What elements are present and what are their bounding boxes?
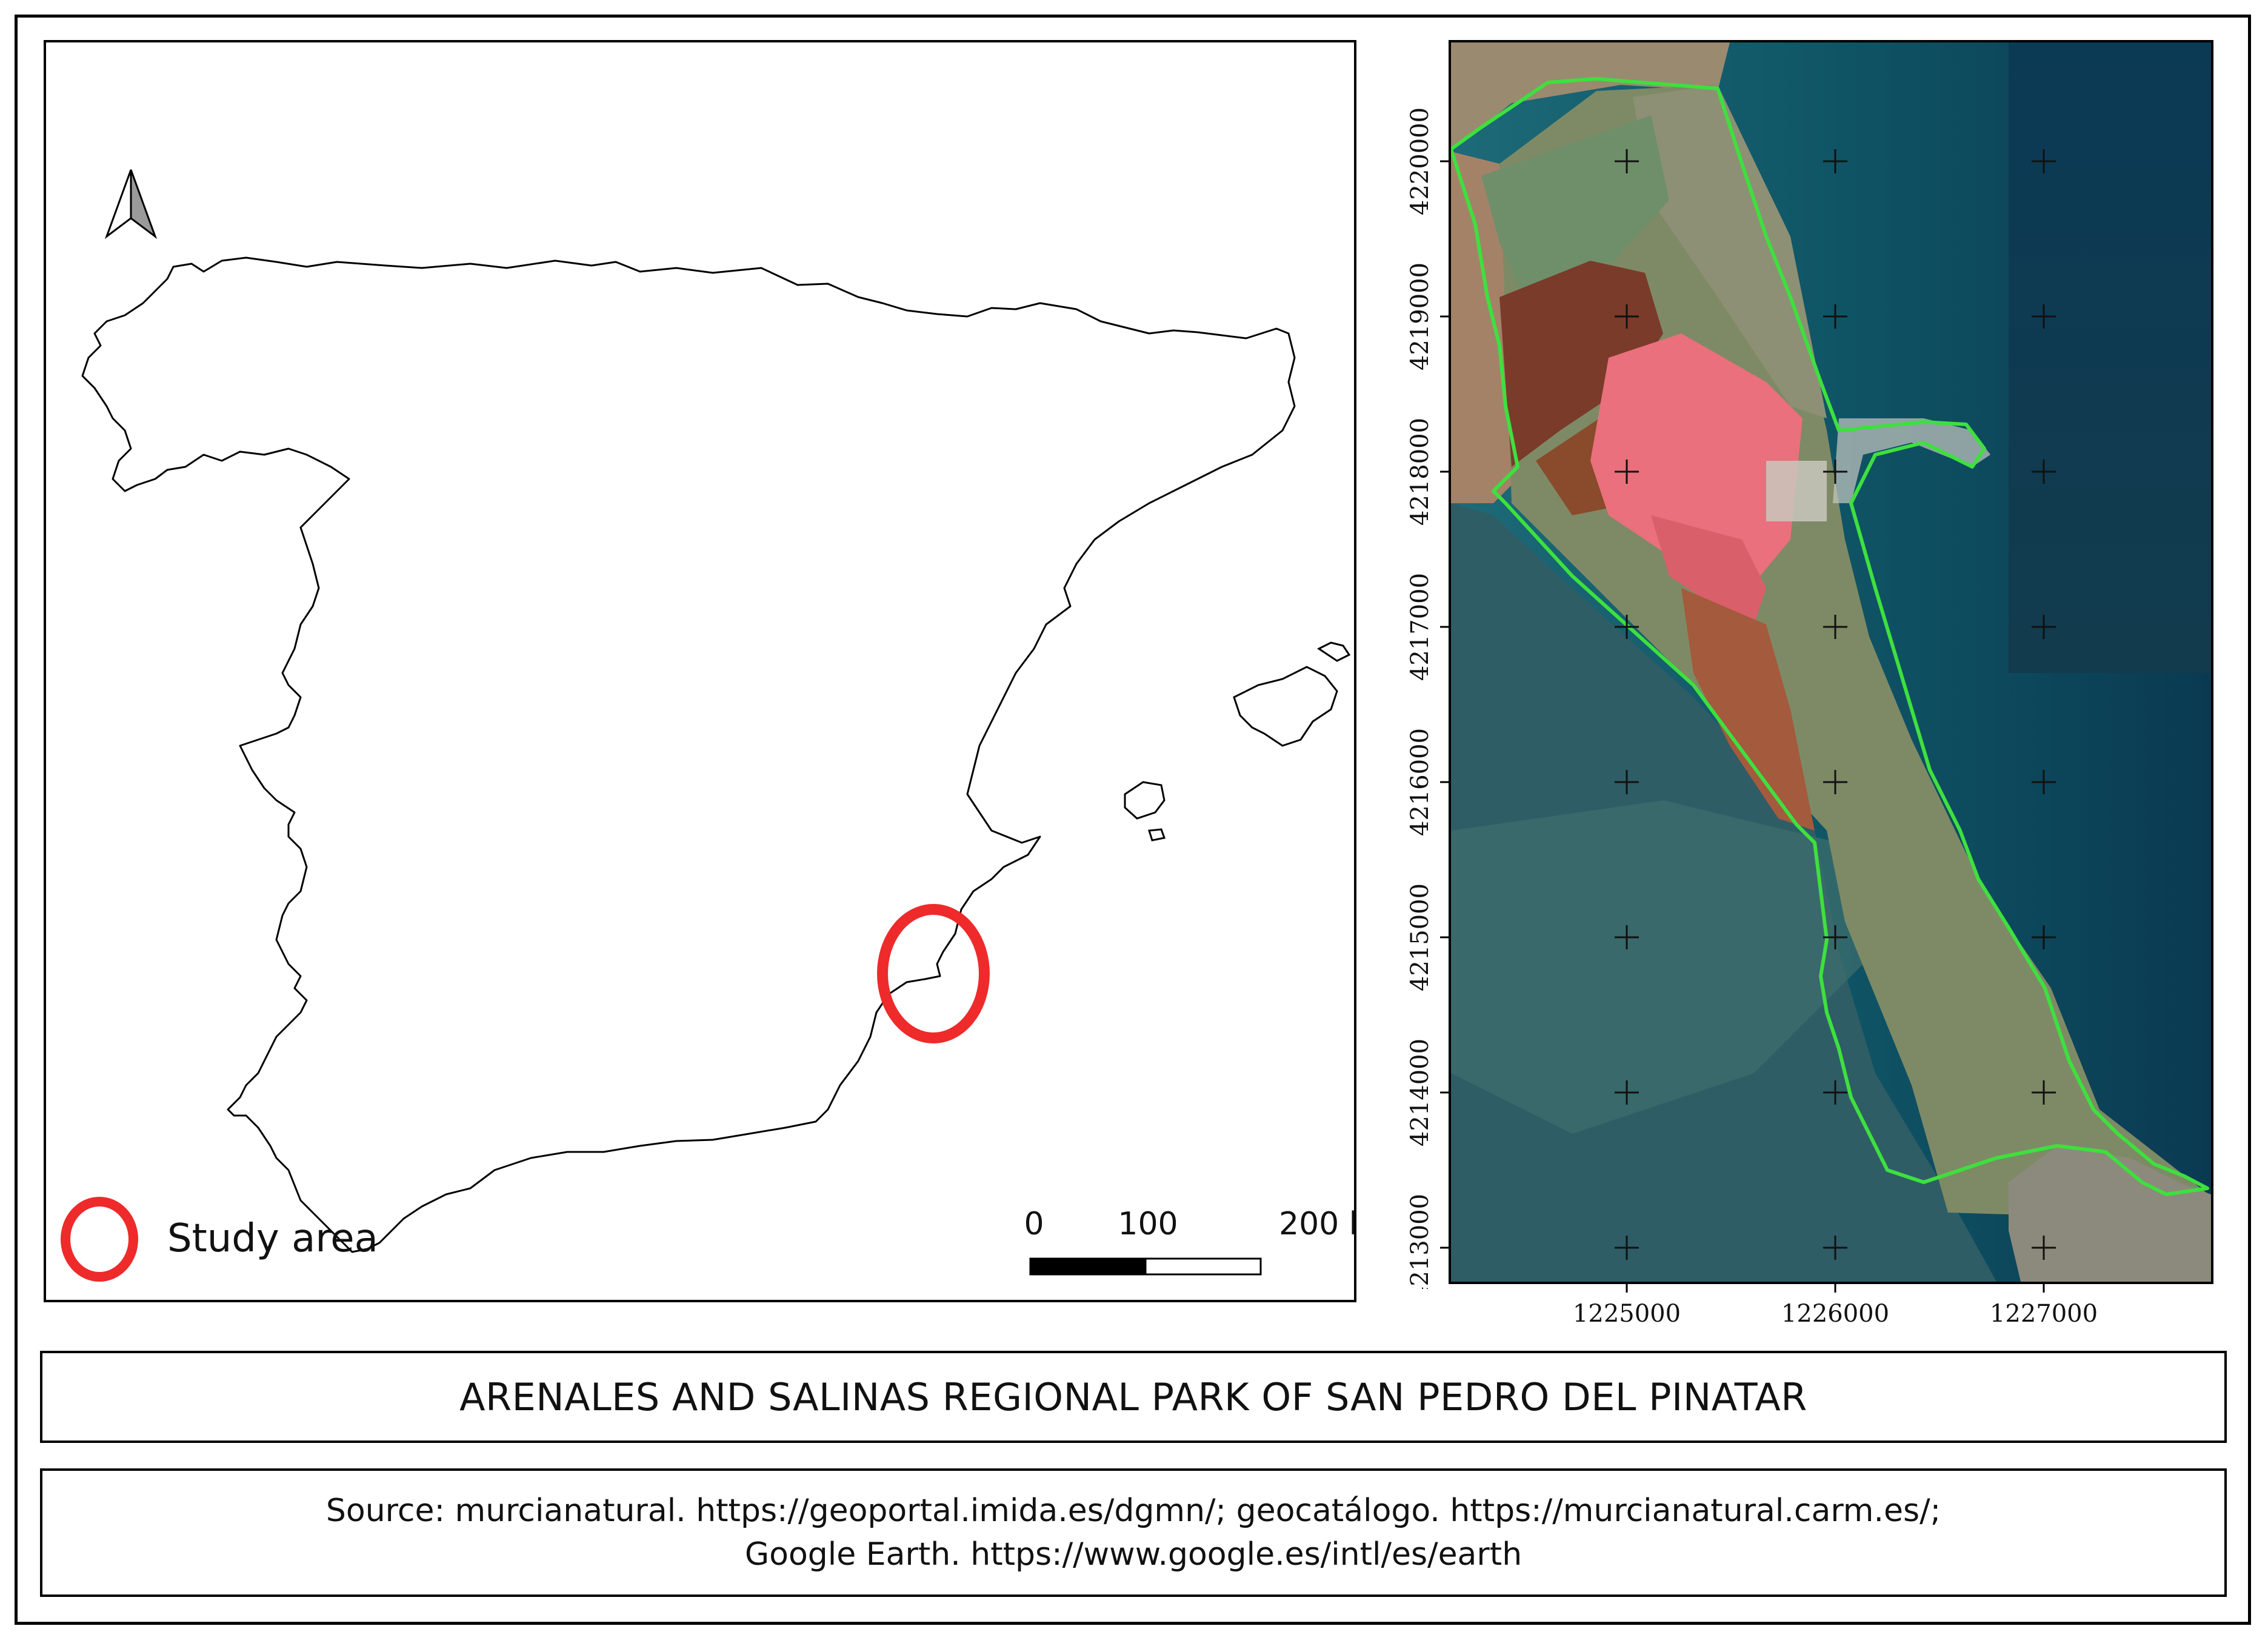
grid-cross: [1615, 1236, 1639, 1260]
source-line-1: Source: murcianatural. https://geoportal…: [325, 1493, 1941, 1529]
map-title-box: ARENALES AND SALINAS REGIONAL PARK OF SA…: [40, 1351, 2227, 1443]
park-boundary: [1451, 77, 2209, 1196]
x-tick-1225000: 1225000: [1573, 1284, 1681, 1328]
y-tick-4216000: 4216000: [1406, 728, 1449, 836]
y-tick-4220000: 4220000: [1406, 107, 1449, 215]
y-tick-4219000: 4219000: [1406, 263, 1449, 370]
x-axis-labels: 1225000 1226000 1227000: [1573, 1284, 2098, 1328]
map-frame: [15, 15, 2251, 1625]
map-title: ARENALES AND SALINAS REGIONAL PARK OF SA…: [459, 1374, 1807, 1419]
grid-cross: [1615, 770, 1639, 794]
svg-text:4220000: 4220000: [1406, 107, 1434, 215]
legend: Study area: [61, 1197, 378, 1282]
grid-cross: [1615, 304, 1639, 329]
x-tick-1226000: 1226000: [1781, 1284, 1889, 1328]
grid-cross: [1823, 615, 1847, 639]
grid-cross: [2032, 1236, 2056, 1260]
svg-text:4213000: 4213000: [1406, 1194, 1434, 1289]
iberian-peninsula-outline: [81, 256, 1296, 1253]
grid-cross: [1823, 1236, 1847, 1260]
grid-crosses: [1615, 149, 2056, 1260]
north-arrow-icon: [104, 169, 158, 239]
svg-text:4214000: 4214000: [1406, 1039, 1434, 1146]
svg-text:4218000: 4218000: [1406, 418, 1434, 526]
ibiza-outline: [1124, 781, 1166, 820]
grid-cross: [1615, 460, 1639, 484]
urban-area-south: [2009, 1146, 2211, 1282]
grid-cross: [2032, 925, 2056, 949]
grid-cross: [1823, 1080, 1847, 1105]
satellite-map: [1451, 42, 2211, 1282]
grid-cross: [2032, 615, 2056, 639]
salt-pond-orange: [1681, 588, 1815, 831]
menorca-outline: [1317, 641, 1351, 662]
grid-cross: [2032, 304, 2056, 329]
legend-symbol: [61, 1197, 138, 1282]
y-tick-4213000: 4213000: [1406, 1194, 1449, 1289]
grid-cross: [1615, 925, 1639, 949]
svg-text:1227000: 1227000: [1990, 1300, 2098, 1328]
salt-pond-pink-2: [1651, 515, 1766, 624]
svg-text:4215000: 4215000: [1406, 883, 1434, 991]
grid-cross: [1823, 925, 1847, 949]
grid-cross: [1615, 615, 1639, 639]
scale-label-100: 100: [1118, 1206, 1178, 1242]
formentera-outline: [1148, 828, 1166, 842]
source-line-2: Google Earth. https://www.google.es/intl…: [744, 1536, 1523, 1573]
legend-label: Study area: [167, 1216, 378, 1261]
salt-pond-brown-1: [1499, 261, 1663, 467]
grid-cross: [2032, 770, 2056, 794]
svg-text:4219000: 4219000: [1406, 263, 1434, 370]
grid-cross: [1823, 304, 1847, 329]
deep-sea-area: [2009, 42, 2211, 673]
scale-label-200: 200 km: [1279, 1206, 1354, 1242]
mallorca-outline: [1233, 666, 1338, 747]
grid-cross: [2032, 149, 2056, 173]
dune-area: [1633, 85, 1827, 418]
y-tick-4215000: 4215000: [1406, 883, 1449, 991]
satellite-map-panel: [1449, 40, 2213, 1284]
grid-cross: [1823, 149, 1847, 173]
grid-cross: [1823, 460, 1847, 484]
scale-bar: 0 100 200 km: [1024, 1206, 1398, 1276]
grid-cross: [2032, 460, 2056, 484]
study-area-ellipse: [877, 904, 990, 1043]
mar-menor-shallows: [1451, 800, 1875, 1134]
svg-text:1225000: 1225000: [1573, 1300, 1681, 1328]
grid-cross: [1615, 149, 1639, 173]
overview-map-panel: Study area 0 100 200 km: [44, 40, 1398, 1302]
scale-label-0: 0: [1024, 1206, 1044, 1242]
overview-map: Study area 0 100 200 km: [61, 169, 1398, 1282]
svg-text:4217000: 4217000: [1406, 573, 1434, 681]
y-tick-4218000: 4218000: [1406, 418, 1449, 526]
y-tick-4217000: 4217000: [1406, 573, 1449, 681]
x-tick-1227000: 1227000: [1990, 1284, 2098, 1328]
grid-cross: [2032, 1080, 2056, 1105]
saltworks-facility: [1766, 461, 1827, 521]
y-tick-4214000: 4214000: [1406, 1039, 1449, 1146]
svg-text:4216000: 4216000: [1406, 728, 1434, 836]
salt-pond-pink: [1590, 333, 1803, 612]
grid-cross: [1615, 1080, 1639, 1105]
grid-cross: [1823, 770, 1847, 794]
source-box: Source: murcianatural. https://geoportal…: [40, 1468, 2227, 1597]
harbour: [1833, 418, 1990, 503]
urban-area-north: [1451, 42, 1730, 152]
y-axis-labels: 4220000 4219000 4218000 4217000 4216000 …: [1406, 107, 1449, 1289]
svg-text:1226000: 1226000: [1781, 1300, 1889, 1328]
